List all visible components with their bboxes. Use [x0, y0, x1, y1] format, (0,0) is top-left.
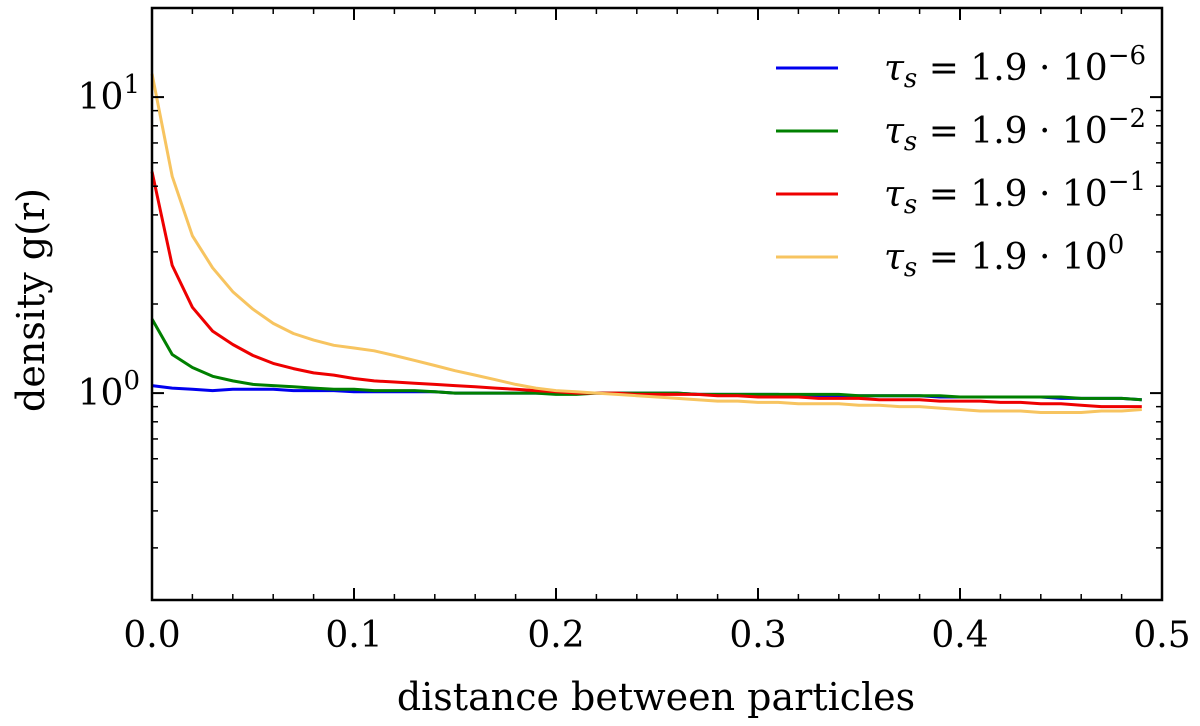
- x-tick-label: 0.0: [123, 615, 180, 656]
- series-line-3: [150, 73, 1142, 414]
- legend-label: τs = 1.9 · 100: [884, 230, 1124, 283]
- x-tick-label: 0.1: [325, 615, 382, 656]
- legend-label: τs = 1.9 · 10−6: [884, 41, 1146, 94]
- legend-item: τs = 1.9 · 10−1: [776, 167, 1146, 220]
- x-tick-label: 0.4: [931, 615, 988, 656]
- y-axis-label: density g(r): [9, 188, 53, 412]
- x-tick-labels: 0.0 0.1 0.2 0.3 0.4 0.5: [123, 615, 1190, 656]
- legend-label: τs = 1.9 · 10−2: [884, 104, 1146, 157]
- x-tick-label: 0.2: [527, 615, 584, 656]
- legend-item: τs = 1.9 · 10−6: [776, 41, 1146, 94]
- x-tick-label: 0.3: [729, 615, 786, 656]
- legend-item: τs = 1.9 · 100: [776, 230, 1124, 283]
- legend-label: τs = 1.9 · 10−1: [884, 167, 1146, 220]
- plot-area: [150, 73, 1142, 414]
- y-tick-label: 100: [78, 366, 140, 414]
- x-axis-label: distance between particles: [397, 675, 915, 719]
- y-tick-label: 101: [78, 70, 140, 118]
- legend: τs = 1.9 · 10−6 τs = 1.9 · 10−2 τs = 1.9 ·…: [776, 41, 1146, 283]
- y-tick-labels: 100 101: [78, 70, 140, 414]
- plot-frame: [150, 6, 1164, 602]
- legend-item: τs = 1.9 · 10−2: [776, 104, 1146, 157]
- series-line-2: [150, 171, 1142, 409]
- x-tick-label: 0.5: [1133, 615, 1190, 656]
